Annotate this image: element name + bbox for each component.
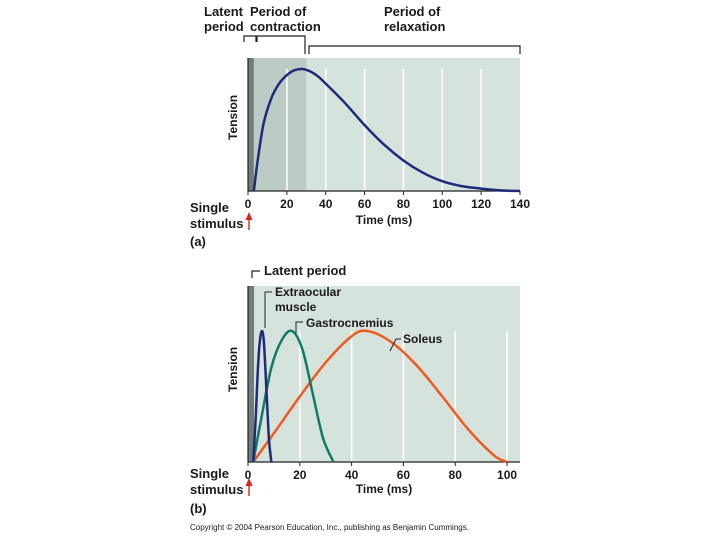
phase-label-contraction-1: Period of	[250, 4, 307, 19]
phase-label-contraction-2: contraction	[250, 19, 321, 34]
latent-period-label-b: Latent period	[264, 263, 346, 278]
x-axis-label-a: Time (ms)	[356, 213, 412, 227]
x-tick-label: 80	[397, 197, 411, 211]
legend-extraocular-2: muscle	[275, 300, 317, 314]
series-soleus	[252, 329, 508, 464]
stimulus-label-a-1: Single	[190, 200, 229, 215]
panel-a: 0 20 40 60 80 100 120 140 Latent period Period …	[190, 4, 530, 249]
x-tick-label: 140	[510, 197, 530, 211]
copyright-notice: Copyright © 2004 Pearson Education, Inc.…	[190, 523, 469, 532]
x-tick-label: 40	[319, 197, 333, 211]
x-axis-label-b: Time (ms)	[356, 482, 412, 496]
stimulus-arrow-b	[245, 478, 253, 496]
x-tick-label: 80	[449, 468, 463, 482]
legend-soleus: Soleus	[403, 332, 443, 346]
bracket-latent-b	[251, 270, 260, 278]
bracket-latent	[243, 35, 257, 42]
callout-extraocular	[264, 291, 272, 328]
bracket-relaxation	[308, 45, 521, 54]
legend-extraocular-1: Extraocular	[275, 285, 341, 299]
x-tick-label: 60	[358, 197, 372, 211]
contraction-region	[253, 58, 307, 191]
bracket-contraction	[256, 35, 306, 54]
stimulus-label-b-2: stimulus	[190, 482, 243, 497]
panel-label-a: (a)	[190, 234, 206, 249]
stimulus-label-a-2: stimulus	[190, 216, 243, 231]
series-extraocular-muscle	[251, 329, 273, 463]
latent-region-b	[248, 286, 254, 462]
phase-brackets	[243, 35, 521, 54]
x-ticks-b: 0 20 40 60 80 100	[245, 462, 517, 482]
x-tick-label: 120	[471, 197, 491, 211]
x-tick-label: 100	[432, 197, 452, 211]
plot-b-background	[248, 286, 520, 462]
panel-b: 0 20 40 60 80 100 Latent period Extraocular m…	[190, 263, 520, 516]
series-gastrocnemius	[251, 329, 335, 463]
x-tick-label: 20	[280, 197, 294, 211]
phase-label-latent-2: period	[204, 19, 244, 34]
phase-label-relaxation-1: Period of	[384, 4, 441, 19]
stimulus-arrow-a	[245, 212, 253, 230]
callout-soleus	[389, 338, 401, 352]
series-twitch-curve-a	[252, 67, 521, 193]
legend-gastrocnemius: Gastrocnemius	[306, 316, 394, 330]
x-tick-label: 40	[345, 468, 359, 482]
x-tick-label: 0	[245, 468, 252, 482]
panel-label-b: (b)	[190, 501, 207, 516]
y-axis-label-b: Tension	[226, 347, 240, 392]
x-tick-label: 60	[397, 468, 411, 482]
y-axis-label-a: Tension	[226, 95, 240, 140]
stimulus-label-b-1: Single	[190, 466, 229, 481]
phase-label-relaxation-2: relaxation	[384, 19, 445, 34]
grid-a	[286, 69, 482, 191]
x-ticks-a: 0 20 40 60 80 100 120 140	[245, 191, 530, 211]
x-tick-label: 100	[497, 468, 517, 482]
x-tick-label: 20	[293, 468, 307, 482]
callout-gastrocnemius	[295, 321, 303, 333]
phase-label-latent-1: Latent	[204, 4, 244, 19]
latent-region	[248, 58, 254, 191]
x-tick-label: 0	[245, 197, 252, 211]
